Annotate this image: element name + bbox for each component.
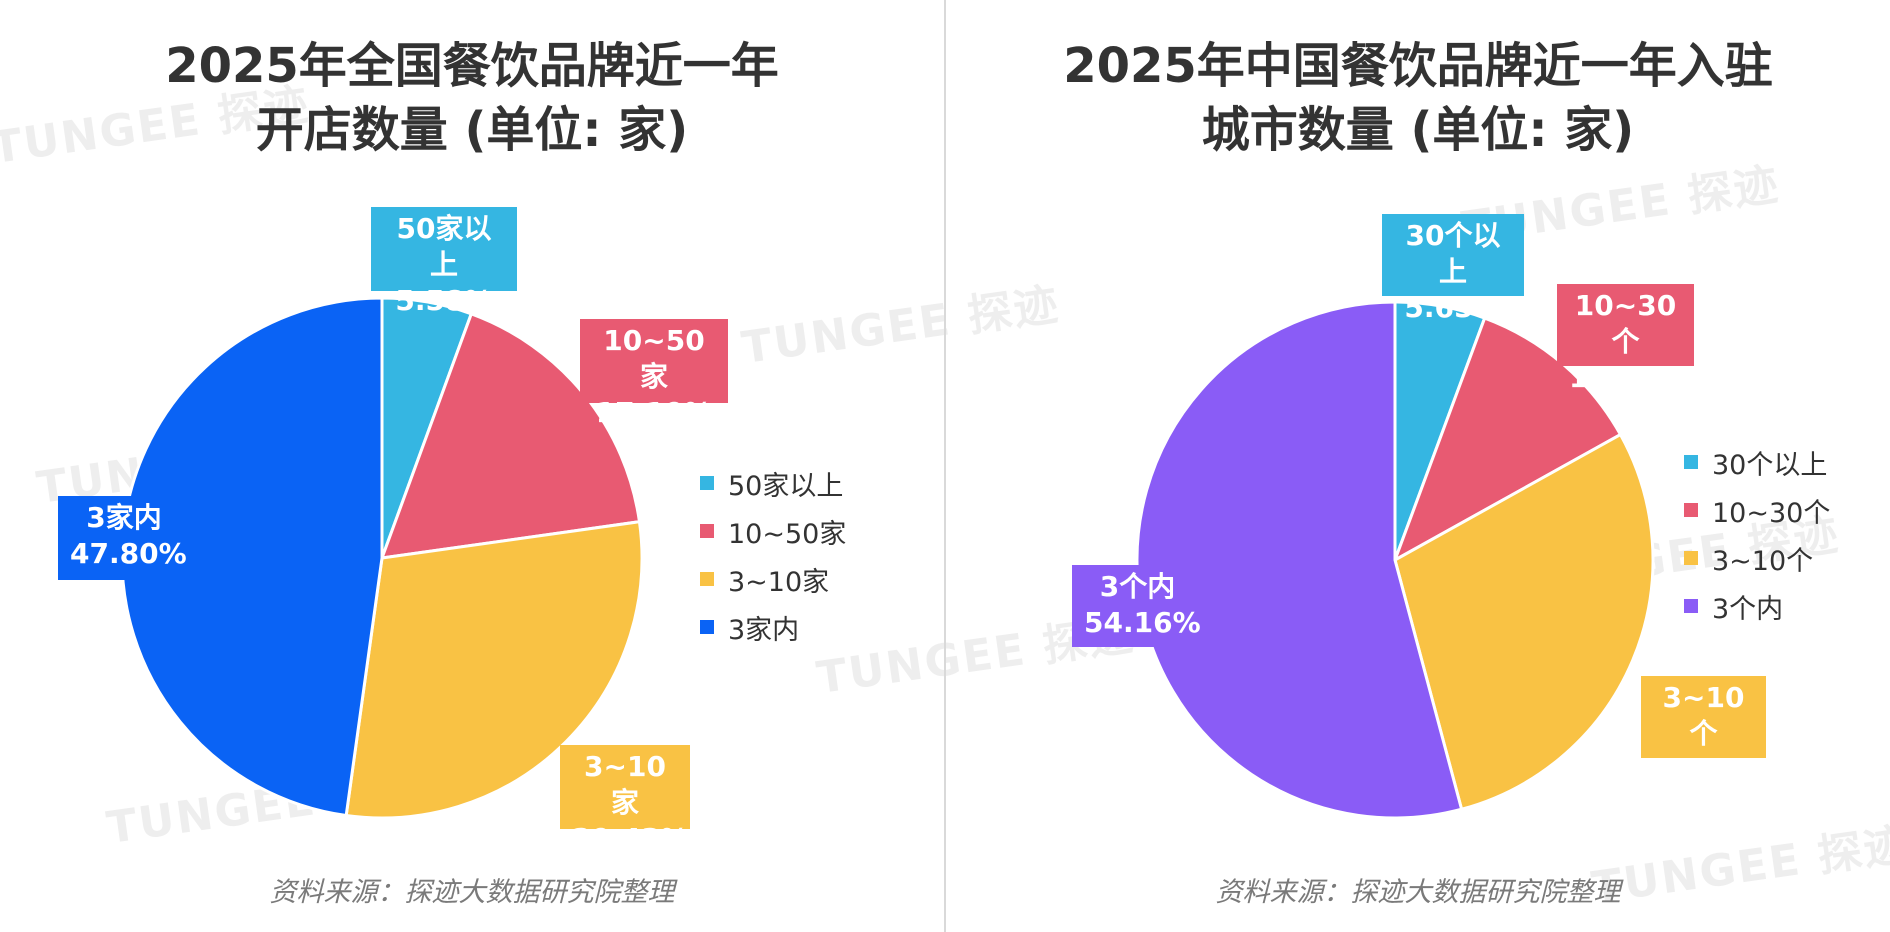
chart-title-line-2: 城市数量 (单位: 家) xyxy=(1201,102,1635,158)
pie-chart xyxy=(120,296,644,820)
legend-swatch xyxy=(1684,599,1698,613)
legend-label: 3~10家 xyxy=(728,566,830,598)
slice-label: 3~10家 xyxy=(584,750,666,819)
slice-callout-10-30: 10~30个 11.27% xyxy=(1557,284,1694,394)
legend-item: 3~10家 xyxy=(700,555,846,603)
legend-swatch xyxy=(700,620,714,634)
chart-title-line-2: 开店数量 (单位: 家) xyxy=(255,102,689,158)
legend-swatch xyxy=(1684,455,1698,469)
panel-divider xyxy=(944,0,946,932)
legend-item: 50家以上 xyxy=(700,459,846,507)
slice-callout-30-plus: 30个以上 5.65% xyxy=(1382,214,1524,324)
slice-label: 3个内 xyxy=(1099,570,1176,603)
legend-swatch xyxy=(1684,503,1698,517)
legend-item: 10~30个 xyxy=(1684,486,1830,534)
chart-panel-store-count: 2025年全国餐饮品牌近一年 开店数量 (单位: 家) 50家以上 5.58% … xyxy=(0,0,944,932)
pie-chart xyxy=(1135,300,1655,820)
legend-label: 30个以上 xyxy=(1712,449,1828,481)
slice-callout-3-10: 3~10家 29.43% xyxy=(560,745,690,855)
legend-item: 30个以上 xyxy=(1684,438,1830,486)
legend-swatch xyxy=(1684,551,1698,565)
data-source-note: 资料来源：探迹大数据研究院整理 xyxy=(1215,877,1621,908)
slice-label: 50家以上 xyxy=(396,212,492,281)
data-source-note: 资料来源：探迹大数据研究院整理 xyxy=(269,877,675,908)
legend-item: 3个内 xyxy=(1684,582,1830,630)
legend-item: 10~50家 xyxy=(700,507,846,555)
chart-title-line-1: 2025年全国餐饮品牌近一年 xyxy=(165,38,779,94)
legend-item: 3~10个 xyxy=(1684,534,1830,582)
legend: 30个以上 10~30个 3~10个 3个内 xyxy=(1684,438,1830,630)
legend-label: 3家内 xyxy=(728,614,800,646)
legend-swatch xyxy=(700,524,714,538)
slice-label: 10~50家 xyxy=(603,324,705,393)
legend-label: 10~30个 xyxy=(1712,497,1831,529)
slice-value: 28.93% xyxy=(1653,753,1770,786)
pie-slice-3 xyxy=(1393,433,1655,811)
slice-value: 5.65% xyxy=(1404,291,1502,324)
slice-value: 11.27% xyxy=(1569,361,1686,394)
slice-value: 47.80% xyxy=(70,537,187,570)
legend-label: 3~10个 xyxy=(1712,545,1814,577)
legend-swatch xyxy=(700,476,714,490)
slice-label: 30个以上 xyxy=(1405,219,1501,288)
legend: 50家以上 10~50家 3~10家 3家内 xyxy=(700,459,846,651)
legend-swatch xyxy=(700,572,714,586)
slice-label: 3~10个 xyxy=(1662,681,1745,750)
slice-callout-50-plus: 50家以上 5.58% xyxy=(371,207,517,317)
chart-title: 2025年全国餐饮品牌近一年 开店数量 (单位: 家) xyxy=(0,34,944,162)
legend-label: 50家以上 xyxy=(728,470,844,502)
slice-label: 3家内 xyxy=(86,501,162,534)
slice-value: 54.16% xyxy=(1084,606,1201,639)
chart-title-line-1: 2025年中国餐饮品牌近一年入驻 xyxy=(1063,38,1773,94)
slice-value: 5.58% xyxy=(395,284,493,317)
legend-label: 10~50家 xyxy=(728,518,847,550)
legend-item: 3家内 xyxy=(700,603,846,651)
slice-value: 17.19% xyxy=(595,396,713,429)
slice-value: 29.43% xyxy=(572,822,689,855)
slice-callout-3-10: 3~10个 28.93% xyxy=(1641,676,1770,786)
chart-panel-city-count: 2025年中国餐饮品牌近一年入驻 城市数量 (单位: 家) 30个以上 5.65… xyxy=(946,0,1890,932)
slice-label: 10~30个 xyxy=(1574,289,1677,358)
slice-callout-10-50: 10~50家 17.19% xyxy=(580,319,728,429)
slice-callout-under-3: 3个内 54.16% xyxy=(1072,565,1203,647)
pie-slice-3 xyxy=(344,520,644,820)
legend-label: 3个内 xyxy=(1712,593,1784,625)
slice-callout-under-3: 3家内 47.80% xyxy=(58,496,190,580)
chart-title: 2025年中国餐饮品牌近一年入驻 城市数量 (单位: 家) xyxy=(946,34,1890,162)
